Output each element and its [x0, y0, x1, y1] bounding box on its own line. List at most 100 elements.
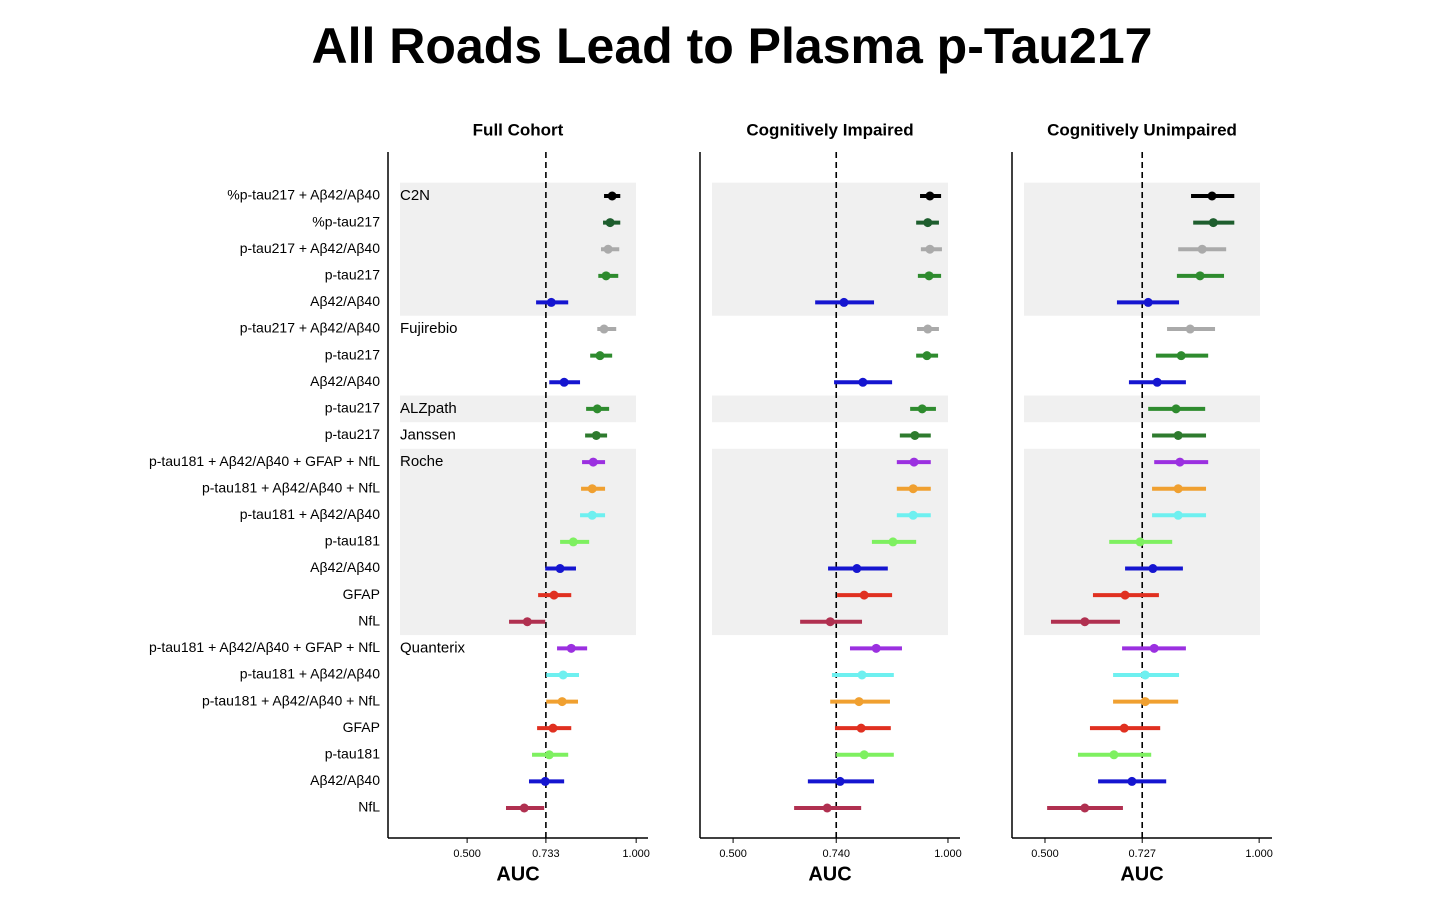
point-estimate	[1127, 776, 1137, 786]
point-estimate	[1176, 351, 1186, 361]
point-estimate	[519, 803, 529, 813]
point-estimate	[1173, 510, 1183, 520]
point-estimate	[1185, 324, 1195, 334]
point-estimate	[1119, 723, 1129, 733]
row-label: p-tau217	[325, 400, 380, 416]
point-estimate	[852, 564, 862, 574]
point-estimate	[925, 191, 935, 201]
point-estimate	[922, 351, 932, 361]
row-label: %p-tau217 + Aβ42/Aβ40	[227, 187, 380, 203]
x-tick-label: 0.500	[1031, 848, 1059, 860]
panel-title: Cognitively Unimpaired	[1047, 120, 1237, 139]
point-estimate	[601, 271, 611, 281]
point-estimate	[1135, 537, 1145, 547]
row-label: p-tau217	[325, 346, 380, 362]
point-estimate	[908, 484, 918, 494]
x-tick-label: 0.500	[719, 848, 747, 860]
point-estimate	[825, 617, 835, 627]
row-label: p-tau181 + Aβ42/Aβ40 + GFAP + NfL	[149, 453, 380, 469]
x-tick-label: 1.000	[934, 848, 962, 860]
point-estimate	[1109, 750, 1119, 760]
row-label: p-tau217	[325, 267, 380, 283]
row-label: p-tau181 + Aβ42/Aβ40 + NfL	[202, 692, 380, 708]
point-estimate	[592, 404, 602, 414]
point-estimate	[871, 643, 881, 653]
point-estimate	[566, 643, 576, 653]
row-label: Aβ42/Aβ40	[310, 772, 380, 788]
row-label: p-tau217 + Aβ42/Aβ40	[240, 320, 380, 336]
point-estimate	[558, 670, 568, 680]
panel-title: Cognitively Impaired	[746, 120, 913, 139]
point-estimate	[557, 697, 567, 707]
point-estimate	[599, 324, 609, 334]
panel-title: Full Cohort	[473, 120, 564, 139]
x-tick-label: 1.000	[1245, 848, 1273, 860]
row-label: p-tau181	[325, 533, 380, 549]
point-estimate	[607, 191, 617, 201]
point-estimate	[522, 617, 532, 627]
row-label: Aβ42/Aβ40	[310, 293, 380, 309]
point-estimate	[605, 218, 615, 228]
point-estimate	[544, 750, 554, 760]
point-estimate	[908, 510, 918, 520]
point-estimate	[1152, 377, 1162, 387]
point-estimate	[822, 803, 832, 813]
point-estimate	[858, 377, 868, 387]
point-estimate	[587, 484, 597, 494]
point-estimate	[540, 776, 550, 786]
point-estimate	[835, 776, 845, 786]
point-estimate	[1207, 191, 1217, 201]
row-label: Aβ42/Aβ40	[310, 373, 380, 389]
row-label: GFAP	[343, 719, 380, 735]
point-estimate	[1175, 457, 1185, 467]
point-estimate	[1140, 697, 1150, 707]
point-estimate	[854, 697, 864, 707]
point-estimate	[1140, 670, 1150, 680]
point-estimate	[1197, 244, 1207, 254]
point-estimate	[910, 430, 920, 440]
point-estimate	[924, 271, 934, 281]
point-estimate	[603, 244, 613, 254]
row-label: NfL	[358, 799, 380, 815]
x-tick-label: 1.000	[622, 848, 650, 860]
point-estimate	[1080, 803, 1090, 813]
point-estimate	[917, 404, 927, 414]
group-shade	[712, 395, 948, 423]
group-shade	[400, 448, 636, 636]
x-axis-label: AUC	[1120, 863, 1163, 885]
point-estimate	[595, 351, 605, 361]
group-label: Quanterix	[400, 639, 466, 656]
x-axis-label: AUC	[496, 863, 539, 885]
row-label: NfL	[358, 612, 380, 628]
row-label: Aβ42/Aβ40	[310, 559, 380, 575]
row-label: p-tau217 + Aβ42/Aβ40	[240, 240, 380, 256]
row-label: p-tau181 + Aβ42/Aβ40	[240, 506, 380, 522]
row-label: p-tau181 + Aβ42/Aβ40 + NfL	[202, 479, 380, 495]
x-tick-label: 0.733	[532, 848, 560, 860]
point-estimate	[1171, 404, 1181, 414]
group-shade	[712, 182, 948, 316]
group-label: ALZpath	[400, 400, 457, 417]
point-estimate	[591, 430, 601, 440]
point-estimate	[549, 590, 559, 600]
point-estimate	[925, 244, 935, 254]
point-estimate	[1173, 430, 1183, 440]
point-estimate	[1149, 643, 1159, 653]
point-estimate	[856, 723, 866, 733]
point-estimate	[859, 750, 869, 760]
x-tick-label: 0.500	[453, 848, 481, 860]
row-label: p-tau181 + Aβ42/Aβ40 + GFAP + NfL	[149, 639, 380, 655]
row-label: p-tau181 + Aβ42/Aβ40	[240, 666, 380, 682]
point-estimate	[923, 218, 933, 228]
group-shade	[1024, 395, 1260, 423]
point-estimate	[559, 377, 569, 387]
group-label: Roche	[400, 453, 443, 470]
x-tick-label: 0.727	[1128, 848, 1156, 860]
point-estimate	[1173, 484, 1183, 494]
x-axis-label: AUC	[808, 863, 851, 885]
row-label: %p-tau217	[312, 213, 380, 229]
x-tick-label: 0.740	[822, 848, 850, 860]
point-estimate	[909, 457, 919, 467]
